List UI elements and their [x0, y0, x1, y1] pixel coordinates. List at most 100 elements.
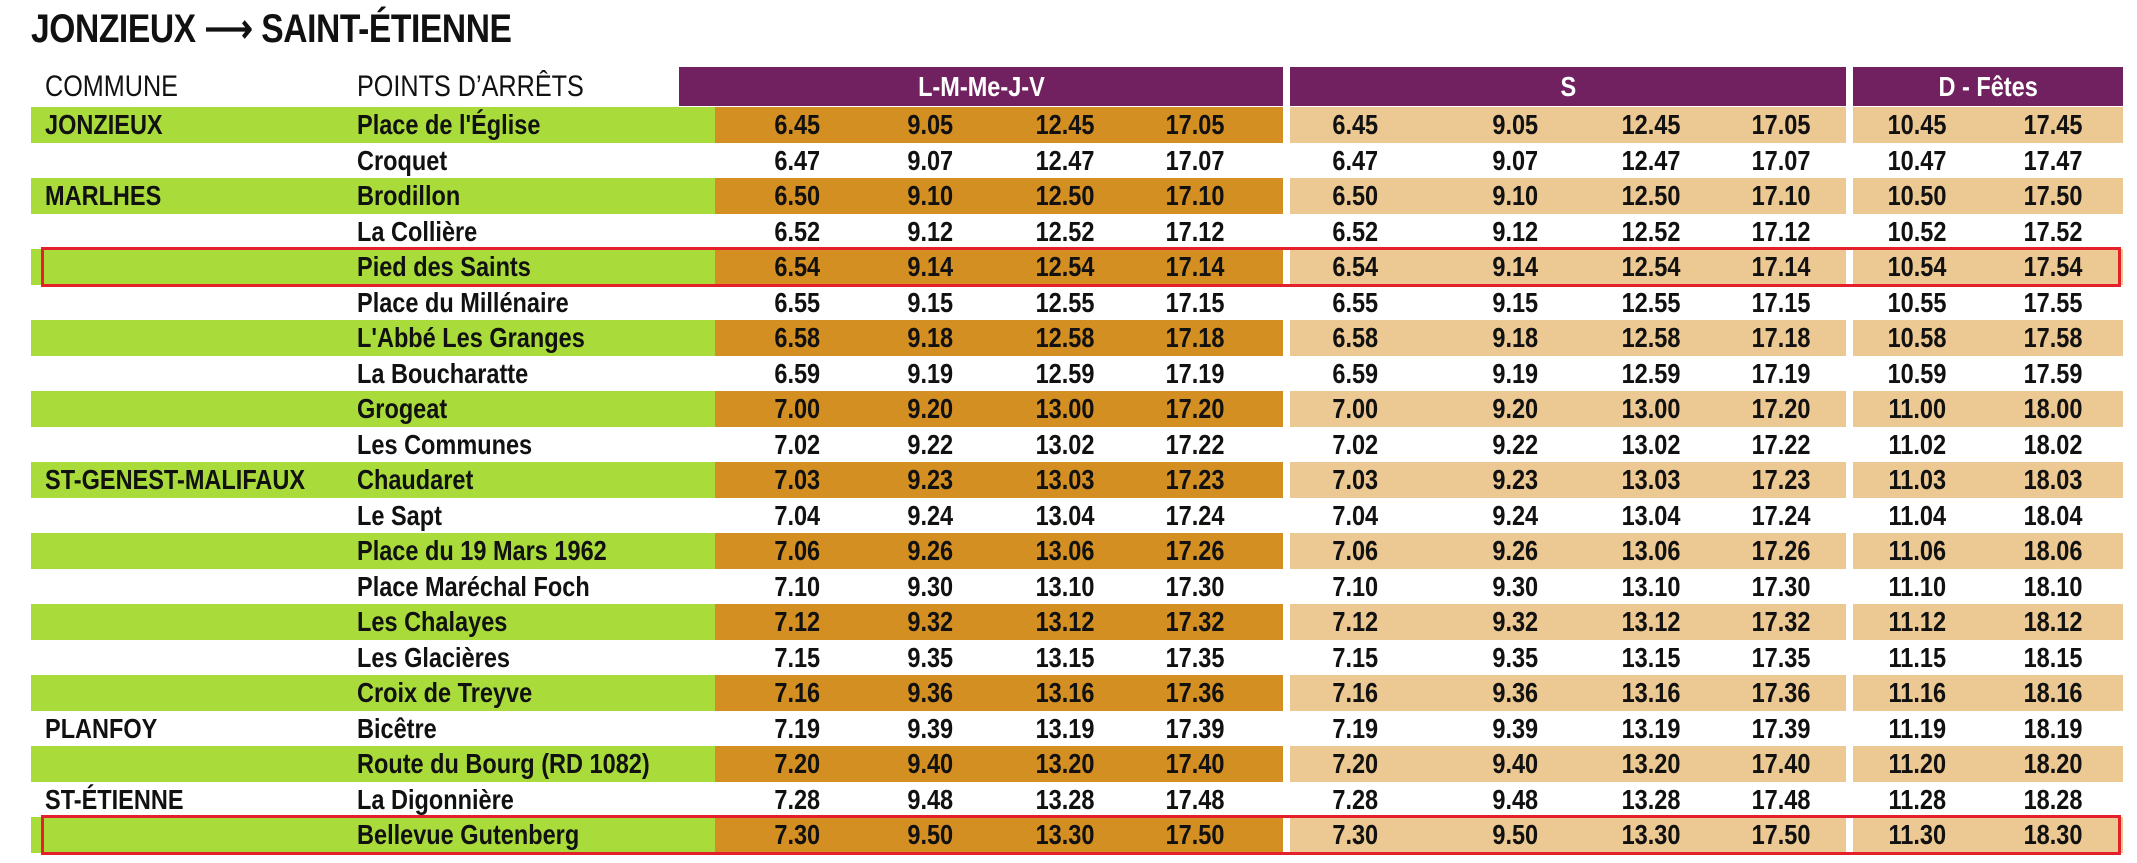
departure-time: 9.35 [1450, 640, 1580, 676]
departure-time: 7.04 [732, 498, 862, 534]
departure-time: 17.14 [1130, 249, 1260, 285]
stop-name: Chaudaret [357, 464, 474, 495]
departure-time-text: 13.30 [1621, 819, 1681, 850]
departure-time: 17.12 [1716, 214, 1846, 250]
departure-time-text: 13.03 [1035, 464, 1095, 495]
departure-time-text: 11.00 [1888, 393, 1946, 424]
departure-time: 9.36 [1450, 675, 1580, 711]
departure-time: 13.19 [1000, 711, 1130, 747]
departure-time: 17.15 [1716, 285, 1846, 321]
departure-time-text: 10.55 [1887, 286, 1947, 318]
stop-cell: Croix de Treyve [357, 675, 566, 711]
departure-time-text: 17.24 [1751, 499, 1811, 531]
departure-time: 7.28 [1290, 782, 1420, 818]
row-sunday-background [1853, 249, 2123, 285]
departure-time-text: 9.20 [1492, 393, 1538, 424]
departure-time: 18.06 [1988, 533, 2118, 569]
departure-time-text: 9.23 [907, 464, 953, 495]
departure-time-text: 7.15 [774, 641, 820, 673]
departure-time-text: 17.32 [1165, 606, 1225, 637]
departure-time-text: 9.05 [1492, 109, 1538, 140]
departure-time: 12.58 [1586, 320, 1716, 356]
departure-time: 9.15 [1450, 285, 1580, 321]
departure-time-text: 6.52 [1332, 215, 1378, 247]
departure-time: 17.24 [1130, 498, 1260, 534]
departure-time: 12.47 [1586, 143, 1716, 179]
timetable-row: MARLHES Brodillon 6.50 9.10 12.50 17.10 6.50 9.… [31, 178, 2123, 214]
departure-time-text: 7.15 [1332, 641, 1378, 673]
departure-time: 9.36 [865, 675, 995, 711]
departure-time: 9.05 [1450, 107, 1580, 143]
departure-time-text: 9.30 [1492, 570, 1538, 602]
departure-time: 6.52 [732, 214, 862, 250]
departure-time-text: 9.50 [1492, 819, 1538, 850]
departure-time: 7.16 [732, 675, 862, 711]
stop-cell: Croquet [357, 143, 464, 179]
timetable-row: Route du Bourg (RD 1082) 7.20 9.40 13.20 17.… [31, 746, 2123, 782]
row-green-background [31, 249, 715, 285]
commune-name: ST-GENEST-MALIFAUX [45, 464, 306, 495]
departure-time-text: 13.10 [1621, 570, 1681, 602]
departure-time: 17.07 [1716, 143, 1846, 179]
departure-time-text: 9.19 [1492, 357, 1538, 389]
departure-time-text: 7.02 [774, 428, 820, 460]
departure-time-text: 13.00 [1621, 393, 1681, 424]
row-green-background [31, 533, 715, 569]
departure-time-text: 9.26 [907, 535, 953, 566]
departure-time-text: 17.15 [1165, 286, 1225, 318]
stops-column-header: POINTS D’ARRÊTS [357, 70, 584, 103]
row-weekday-background [715, 320, 1283, 356]
departure-time-text: 7.12 [774, 606, 820, 637]
departure-time: 13.30 [1000, 817, 1130, 853]
departure-time-text: 7.04 [1332, 499, 1378, 531]
departure-time-text: 9.32 [1492, 606, 1538, 637]
row-weekday-background [715, 178, 1283, 214]
departure-time: 9.24 [865, 498, 995, 534]
departure-time: 17.23 [1716, 462, 1846, 498]
departure-time-text: 11.15 [1888, 641, 1946, 673]
stop-name: Place de l'Église [357, 109, 541, 140]
departure-time: 17.32 [1716, 604, 1846, 640]
departure-time-text: 17.58 [2023, 322, 2083, 353]
row-green-background [31, 178, 715, 214]
departure-time: 10.54 [1852, 249, 1982, 285]
departure-time-text: 17.10 [1165, 180, 1225, 211]
departure-time-text: 17.35 [1751, 641, 1811, 673]
departure-time-text: 17.40 [1165, 748, 1225, 779]
departure-time: 10.52 [1852, 214, 1982, 250]
departure-time-text: 17.07 [1751, 144, 1811, 176]
departure-time: 6.47 [732, 143, 862, 179]
departure-time-text: 11.16 [1888, 677, 1946, 708]
departure-time: 17.59 [1988, 356, 2118, 392]
departure-time-text: 12.50 [1035, 180, 1095, 211]
departure-time-text: 9.40 [907, 748, 953, 779]
timetable-row: La Boucharatte 6.59 9.19 12.59 17.19 6.59 9.19… [31, 356, 2123, 392]
departure-time-text: 6.54 [774, 251, 820, 282]
departure-time: 12.50 [1000, 178, 1130, 214]
departure-time-text: 12.45 [1035, 109, 1095, 140]
departure-time: 12.47 [1000, 143, 1130, 179]
departure-time-text: 9.22 [907, 428, 953, 460]
stop-name: L'Abbé Les Granges [357, 322, 585, 353]
departure-time-text: 17.40 [1751, 748, 1811, 779]
row-saturday-background [1290, 675, 1846, 711]
departure-time: 7.20 [1290, 746, 1420, 782]
departure-time: 17.22 [1716, 427, 1846, 463]
timetable-row: Bellevue Gutenberg 7.30 9.50 13.30 17.50 7.30… [31, 817, 2123, 853]
departure-time: 13.03 [1000, 462, 1130, 498]
departure-time-text: 13.03 [1621, 464, 1681, 495]
departure-time-text: 9.14 [907, 251, 953, 282]
departure-time-text: 9.12 [1492, 215, 1538, 247]
departure-time: 17.26 [1716, 533, 1846, 569]
stop-name: La Collière [357, 215, 478, 247]
departure-time: 11.15 [1852, 640, 1982, 676]
departure-time: 6.59 [732, 356, 862, 392]
departure-time-text: 9.20 [907, 393, 953, 424]
departure-time-text: 13.02 [1035, 428, 1095, 460]
departure-time: 13.02 [1586, 427, 1716, 463]
departure-time: 10.47 [1852, 143, 1982, 179]
departure-time-text: 6.59 [1332, 357, 1378, 389]
departure-time: 11.20 [1852, 746, 1982, 782]
departure-time: 6.45 [732, 107, 862, 143]
row-sunday-background [1853, 391, 2123, 427]
